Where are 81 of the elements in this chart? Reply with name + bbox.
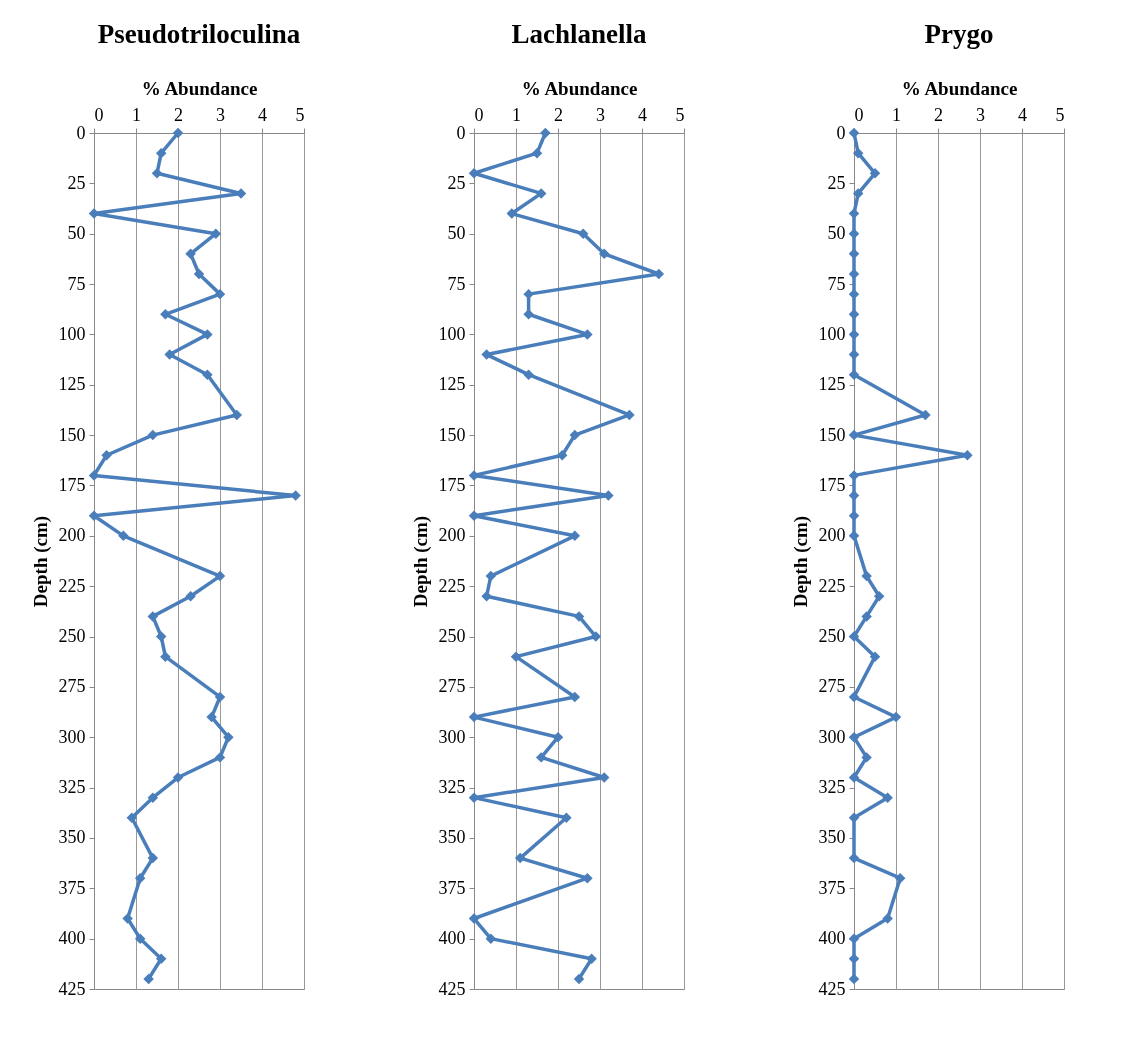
x-tick-label: 0 [854, 104, 864, 125]
chart-title: Prygo [924, 19, 994, 49]
x-tick-label: 2 [554, 104, 563, 125]
y-tick-label: 0 [456, 122, 466, 143]
y-tick-label: 150 [818, 424, 846, 445]
y-tick-label: 325 [818, 777, 846, 798]
x-axis-title: % Abundance [521, 77, 638, 99]
y-tick-label: 250 [818, 626, 846, 647]
y-tick-label: 50 [827, 223, 846, 244]
y-axis-title: Depth (cm) [29, 515, 52, 608]
y-tick-label: 150 [58, 424, 86, 445]
y-tick-label: 75 [67, 273, 86, 294]
x-tick-label: 3 [216, 104, 225, 125]
y-axis-title: Depth (cm) [409, 515, 432, 608]
y-tick-label: 25 [827, 172, 846, 193]
y-tick-label: 0 [836, 122, 846, 143]
y-tick-label: 200 [58, 525, 86, 546]
y-tick-label: 50 [67, 223, 86, 244]
y-tick-label: 350 [438, 827, 466, 848]
x-axis-title: % Abundance [901, 77, 1018, 99]
y-tick-label: 250 [58, 626, 86, 647]
x-tick-label: 4 [258, 104, 267, 125]
y-tick-label: 175 [58, 474, 86, 495]
x-tick-label: 2 [934, 104, 943, 125]
x-tick-label: 2 [174, 104, 183, 125]
y-tick-label: 25 [447, 172, 466, 193]
y-tick-label: 125 [438, 374, 466, 395]
y-axis-title: Depth (cm) [789, 515, 812, 608]
x-tick-label: 5 [295, 104, 305, 125]
y-tick-label: 325 [58, 777, 86, 798]
x-tick-label: 5 [1055, 104, 1065, 125]
y-tick-label: 400 [438, 928, 466, 949]
y-tick-label: 225 [438, 575, 466, 596]
y-tick-label: 350 [818, 827, 846, 848]
y-tick-label: 300 [818, 726, 846, 747]
x-tick-label: 1 [512, 104, 521, 125]
y-tick-label: 125 [818, 374, 846, 395]
y-tick-label: 25 [67, 172, 86, 193]
y-tick-label: 100 [438, 323, 466, 344]
x-tick-label: 3 [976, 104, 985, 125]
chart-title: Pseudotriloculina [97, 19, 301, 49]
y-tick-label: 300 [438, 726, 466, 747]
y-tick-label: 125 [58, 374, 86, 395]
y-tick-label: 275 [818, 676, 846, 697]
y-tick-label: 200 [818, 525, 846, 546]
y-tick-label: 75 [447, 273, 466, 294]
y-tick-label: 325 [438, 777, 466, 798]
x-tick-label: 4 [638, 104, 647, 125]
y-tick-label: 375 [438, 877, 466, 898]
y-tick-label: 175 [818, 474, 846, 495]
x-axis-title: % Abundance [141, 77, 258, 99]
y-tick-label: 225 [818, 575, 846, 596]
y-tick-label: 400 [818, 928, 846, 949]
y-tick-label: 50 [447, 223, 466, 244]
y-tick-label: 375 [58, 877, 86, 898]
x-tick-label: 5 [675, 104, 685, 125]
y-tick-label: 150 [438, 424, 466, 445]
y-tick-label: 200 [438, 525, 466, 546]
x-tick-label: 1 [892, 104, 901, 125]
x-tick-label: 0 [94, 104, 104, 125]
x-tick-label: 4 [1018, 104, 1027, 125]
y-tick-label: 175 [438, 474, 466, 495]
x-tick-label: 3 [596, 104, 605, 125]
y-tick-label: 425 [438, 978, 466, 999]
y-tick-label: 425 [58, 978, 86, 999]
y-tick-label: 275 [58, 676, 86, 697]
y-tick-label: 350 [58, 827, 86, 848]
y-tick-label: 225 [58, 575, 86, 596]
x-tick-label: 0 [474, 104, 484, 125]
y-tick-label: 375 [818, 877, 846, 898]
y-tick-label: 100 [58, 323, 86, 344]
x-tick-label: 1 [132, 104, 141, 125]
y-tick-label: 100 [818, 323, 846, 344]
y-tick-label: 300 [58, 726, 86, 747]
y-tick-label: 275 [438, 676, 466, 697]
y-tick-label: 400 [58, 928, 86, 949]
y-tick-label: 75 [827, 273, 846, 294]
y-tick-label: 250 [438, 626, 466, 647]
y-tick-label: 425 [818, 978, 846, 999]
y-tick-label: 0 [76, 122, 86, 143]
chart-title: Lachlanella [511, 19, 648, 49]
